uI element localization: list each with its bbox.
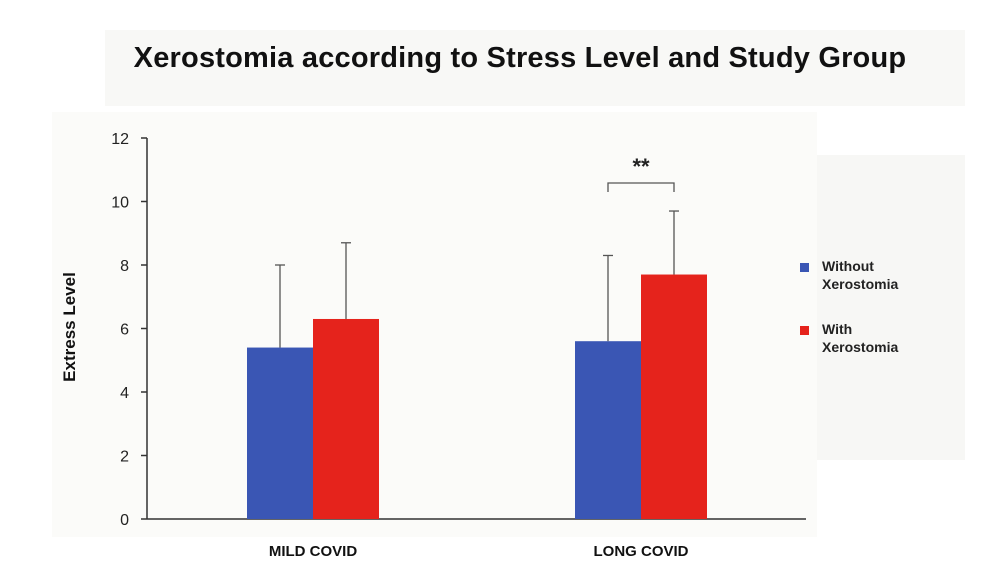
bar [641, 274, 707, 519]
y-tick-label: 8 [120, 258, 129, 275]
bar [575, 341, 641, 519]
legend-background [817, 155, 965, 460]
x-tick-label: LONG COVID [593, 543, 688, 560]
y-axis-label: Extress Level [60, 272, 79, 382]
legend: Without Xerostomia With Xerostomia [800, 257, 970, 383]
bar [247, 347, 313, 519]
y-tick-label: 12 [111, 131, 129, 148]
x-tick-label: MILD COVID [269, 543, 357, 560]
significance-bracket [607, 182, 675, 192]
y-tick-label: 10 [111, 195, 129, 212]
title-background [105, 30, 965, 106]
chart-title: Xerostomia according to Stress Level and… [133, 42, 907, 74]
legend-label: Without Xerostomia [822, 258, 899, 292]
y-tick-label: 2 [120, 449, 129, 466]
y-tick-label: 6 [120, 322, 129, 339]
y-tick-label: 0 [120, 512, 129, 529]
significance-label: ** [632, 154, 650, 179]
legend-label: With Xerostomia [822, 321, 899, 355]
legend-item-without-xerostomia: Without Xerostomia [800, 257, 970, 293]
bar [313, 318, 379, 519]
legend-swatch-red [800, 326, 809, 335]
y-tick-label: 4 [120, 385, 129, 402]
legend-swatch-blue [800, 263, 809, 272]
legend-item-with-xerostomia: With Xerostomia [800, 320, 970, 356]
